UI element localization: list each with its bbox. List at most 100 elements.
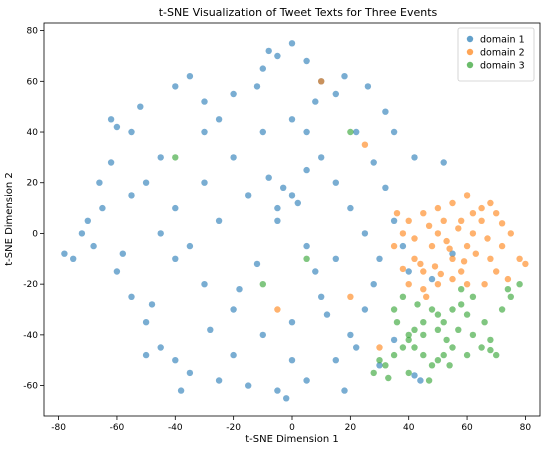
data-point [128, 192, 135, 199]
data-point [318, 293, 325, 300]
data-point [516, 281, 523, 288]
data-point [390, 128, 398, 136]
data-point [417, 377, 424, 384]
data-point [428, 242, 436, 250]
legend-marker [466, 35, 474, 43]
data-point [420, 210, 427, 217]
data-point [487, 346, 494, 354]
data-point [434, 204, 442, 212]
y-tick-label: 0 [32, 229, 38, 239]
data-point [449, 255, 456, 262]
y-axis: -60 -40 -20 0 20 40 60 80 [23, 27, 44, 392]
data-point [443, 336, 450, 344]
x-tick-label: 60 [461, 423, 473, 433]
data-point [172, 357, 179, 364]
data-point [455, 225, 462, 232]
data-point [411, 154, 418, 161]
data-point [265, 47, 272, 55]
data-point [172, 83, 179, 90]
data-point [230, 154, 237, 161]
data-point [449, 344, 456, 351]
data-point [382, 362, 389, 369]
data-point [245, 382, 252, 389]
data-point [303, 166, 310, 174]
data-point [347, 128, 354, 136]
data-point [417, 260, 424, 268]
data-point [353, 344, 360, 351]
data-point [463, 281, 471, 288]
data-point [507, 293, 514, 300]
data-point [157, 154, 164, 161]
y-tick-label: 40 [27, 128, 39, 138]
data-point [390, 242, 398, 250]
data-point [215, 116, 223, 123]
x-tick-label: -60 [110, 423, 125, 433]
data-point [382, 108, 389, 115]
data-point [312, 98, 319, 105]
data-point [493, 268, 500, 275]
data-point [472, 250, 479, 257]
data-point [487, 255, 494, 262]
data-point [504, 286, 512, 293]
y-tick-label: -60 [23, 382, 38, 392]
data-point [347, 204, 354, 212]
data-point [390, 217, 398, 224]
data-point [142, 319, 150, 326]
data-point [478, 217, 485, 224]
data-point [487, 336, 494, 344]
data-point [469, 331, 477, 339]
data-point [303, 242, 310, 250]
data-point [303, 377, 310, 384]
chart-title: t-SNE Visualization of Tweet Texts for T… [159, 6, 438, 19]
x-tick-label: 20 [345, 423, 357, 433]
data-point [245, 192, 252, 199]
data-point [361, 306, 369, 313]
data-point [288, 116, 296, 123]
data-point [498, 306, 506, 313]
data-point [449, 199, 456, 207]
data-point [460, 258, 468, 265]
data-point [469, 293, 477, 300]
data-point [405, 336, 412, 344]
legend-label: domain 3 [480, 61, 525, 72]
data-point [361, 230, 369, 237]
data-point [312, 268, 319, 275]
data-point [230, 90, 237, 98]
data-point [516, 255, 523, 262]
data-point [128, 293, 135, 300]
y-axis-label: t-SNE Dimension 2 [4, 172, 15, 266]
data-point [341, 73, 348, 80]
data-point [420, 268, 427, 275]
data-point [230, 351, 237, 359]
x-tick-label: 80 [520, 423, 532, 433]
data-point [411, 255, 418, 262]
data-point [481, 281, 488, 288]
data-point [405, 369, 412, 377]
data-point [370, 369, 377, 377]
data-point [274, 204, 281, 212]
x-tick-label: 40 [403, 423, 415, 433]
y-tick-label: 80 [27, 27, 39, 37]
data-point [303, 57, 310, 65]
data-point [201, 128, 208, 136]
y-tick-label: -20 [23, 280, 38, 290]
legend-marker [466, 48, 474, 56]
data-point [411, 344, 418, 351]
data-point [99, 204, 106, 212]
data-point [376, 357, 383, 364]
data-point [361, 141, 369, 148]
data-point [420, 331, 427, 339]
data-point [288, 357, 296, 364]
data-point [420, 286, 427, 293]
data-point [172, 255, 179, 262]
data-point [259, 281, 266, 288]
data-point [215, 217, 223, 224]
data-point [364, 83, 372, 90]
data-point [393, 210, 401, 217]
data-point [347, 331, 354, 339]
data-point [431, 263, 439, 270]
data-point [332, 179, 339, 186]
series-2 [274, 78, 529, 351]
data-point [107, 159, 115, 166]
y-tick-label: 20 [27, 179, 39, 189]
